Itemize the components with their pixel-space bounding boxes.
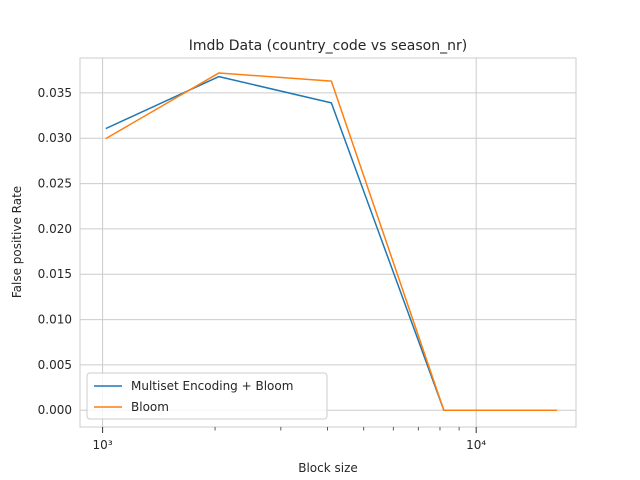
series-layer — [105, 72, 558, 411]
y-tick-label: 0.035 — [38, 86, 72, 100]
y-tick-label: 0.015 — [38, 267, 72, 281]
y-tick-label: 0.030 — [38, 131, 72, 145]
y-tick-label: 0.025 — [38, 177, 72, 191]
legend-label-bloom: Bloom — [131, 400, 169, 414]
legend-box — [86, 372, 328, 420]
legend: Multiset Encoding + Bloom Bloom — [86, 372, 328, 420]
gridlines — [80, 58, 576, 427]
x-tick-label: 10³ — [93, 438, 113, 452]
y-axis-ticks: 0.000 0.005 0.010 0.015 0.020 0.025 0.030 0.035 — [38, 86, 72, 417]
legend-label-multiset: Multiset Encoding + Bloom — [131, 379, 293, 393]
y-tick-label: 0.020 — [38, 222, 72, 236]
y-tick-label: 0.000 — [38, 403, 72, 417]
x-tick-label: 10⁴ — [466, 438, 486, 452]
y-axis-label: False positive Rate — [10, 186, 24, 298]
series-line-bloom — [105, 72, 558, 411]
y-tick-label: 0.010 — [38, 313, 72, 327]
plot-frame — [79, 57, 577, 428]
chart-title: Imdb Data (country_code vs season_nr) — [189, 38, 467, 54]
x-axis-label: Block size — [298, 461, 358, 475]
y-tick-label: 0.005 — [38, 358, 72, 372]
x-axis-ticks: 10³ 10⁴ — [93, 427, 486, 452]
